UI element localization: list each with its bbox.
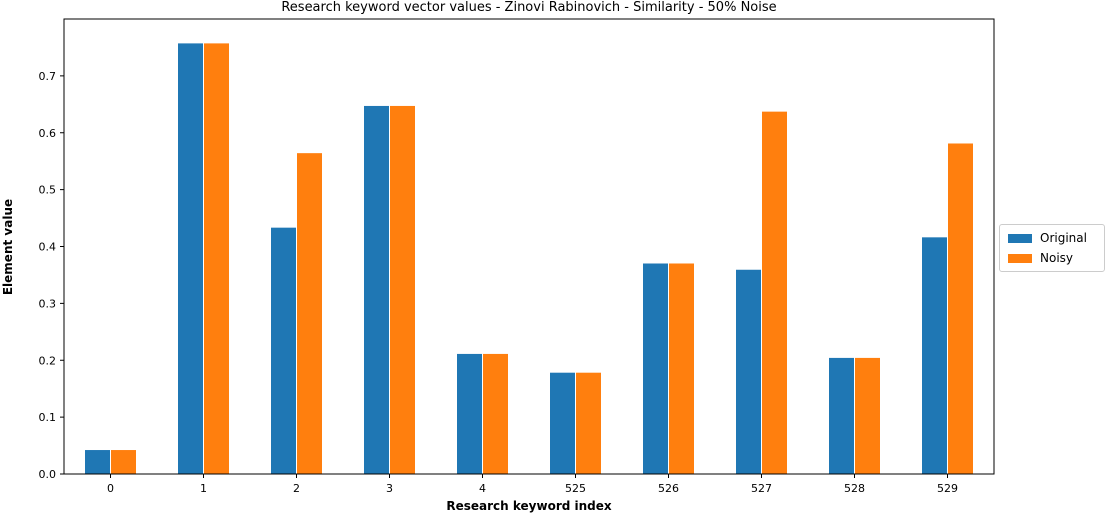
bar-original-4 — [456, 352, 483, 475]
x-axis-label: Research keyword index — [446, 499, 612, 513]
bar-original-526 — [642, 262, 669, 475]
x-tick-label: 529 — [937, 482, 958, 495]
y-axis-label: Element value — [1, 198, 15, 296]
y-tick-label: 0.5 — [39, 184, 57, 197]
x-tick-label: 528 — [844, 482, 865, 495]
bar-noisy-528 — [854, 356, 881, 475]
legend-swatch-noisy — [1008, 253, 1032, 263]
x-tick-label: 0 — [107, 482, 114, 495]
y-tick-label: 0.4 — [39, 241, 57, 254]
x-tick-label: 1 — [200, 482, 207, 495]
bar-noisy-3 — [389, 104, 416, 475]
y-tick-label: 0.7 — [39, 70, 57, 83]
y-tick-label: 0.6 — [39, 127, 57, 140]
x-tick-label: 525 — [565, 482, 586, 495]
bar-noisy-525 — [575, 371, 602, 475]
x-tick-label: 526 — [658, 482, 679, 495]
legend-swatch-original — [1008, 233, 1032, 243]
y-tick-label: 0.2 — [39, 354, 57, 367]
x-tick-label: 2 — [293, 482, 300, 495]
x-tick-label: 4 — [479, 482, 486, 495]
bar-noisy-4 — [482, 352, 509, 475]
bar-noisy-529 — [947, 142, 974, 475]
bar-noisy-527 — [761, 110, 788, 475]
bar-original-0 — [84, 449, 111, 475]
bar-original-525 — [549, 371, 576, 475]
x-tick-label: 3 — [386, 482, 393, 495]
bar-noisy-2 — [296, 152, 323, 475]
bar-original-528 — [828, 356, 855, 475]
legend-item-original: Original — [1008, 230, 1087, 246]
bar-original-527 — [735, 268, 762, 475]
legend-label-original: Original — [1040, 231, 1087, 245]
bar-noisy-1 — [203, 42, 230, 475]
bar-original-529 — [921, 236, 948, 475]
y-tick-label: 0.3 — [39, 297, 57, 310]
y-tick-label: 0.0 — [39, 468, 57, 481]
legend: Original Noisy — [999, 224, 1105, 272]
x-tick-label: 527 — [751, 482, 772, 495]
bar-original-3 — [363, 104, 390, 475]
legend-item-noisy: Noisy — [1008, 250, 1073, 266]
chart-title: Research keyword vector values - Zinovi … — [281, 0, 777, 15]
bar-noisy-526 — [668, 262, 695, 475]
bar-original-2 — [270, 226, 297, 475]
bar-noisy-0 — [110, 449, 137, 475]
y-tick-label: 0.1 — [39, 411, 57, 424]
legend-label-noisy: Noisy — [1040, 251, 1074, 265]
bar-original-1 — [177, 42, 204, 475]
